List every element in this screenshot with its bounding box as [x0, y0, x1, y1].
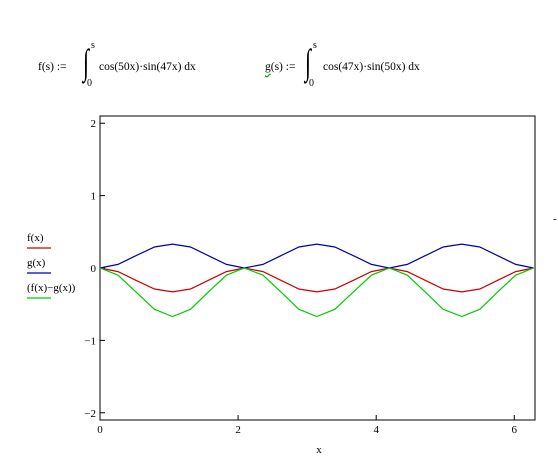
series-line-0 — [99, 267, 534, 293]
g-lhs-suffix: (s) := — [270, 61, 296, 73]
g-lower-limit: 0 — [309, 78, 314, 89]
y-tick-label: 0 — [91, 263, 97, 275]
y-tick-label: −2 — [84, 408, 96, 420]
f-lhs: f(s) := — [38, 61, 67, 73]
f-upper-limit: s — [91, 40, 95, 51]
y-tick-label: 2 — [91, 118, 97, 130]
legend-label: f(x) — [27, 232, 44, 244]
x-tick-label: 0 — [97, 424, 103, 436]
legend-label: g(x) — [27, 257, 46, 269]
g-definition[interactable]: g(s) := ∫ s 0 cos(47x)·sin(50x) dx — [265, 40, 455, 90]
g-upper-limit: s — [313, 40, 317, 51]
g-integrand: cos(47x)·sin(50x) dx — [323, 61, 420, 73]
legend-label: (f(x)−g(x)) — [27, 282, 76, 294]
f-lower-limit: 0 — [87, 78, 92, 89]
plot-frame — [99, 115, 536, 421]
f-definition[interactable]: f(s) := ∫ s 0 cos(50x)·sin(47x) dx — [38, 40, 218, 90]
integral-sign-f: ∫ — [83, 42, 89, 82]
x-tick-label: 2 — [235, 424, 241, 436]
edge-dash: - — [553, 213, 557, 225]
f-integrand: cos(50x)·sin(47x) dx — [99, 61, 196, 73]
y-tick-label: 1 — [91, 191, 97, 203]
series-line-1 — [99, 243, 534, 269]
x-tick-label: 6 — [512, 424, 518, 436]
integral-sign-g: ∫ — [305, 42, 311, 82]
legend: f(x) g(x) (f(x)−g(x)) — [27, 232, 76, 299]
y-tick-label: −1 — [84, 335, 96, 347]
axis-ticks: 0 2 4 6 2 1 0 −1 −2 — [84, 118, 517, 436]
x-tick-label: 4 — [373, 424, 379, 436]
g-lhs: g(s) := — [265, 61, 295, 73]
series-layer — [99, 243, 534, 318]
g-name: g — [265, 61, 271, 73]
x-axis-label: x — [316, 444, 322, 456]
